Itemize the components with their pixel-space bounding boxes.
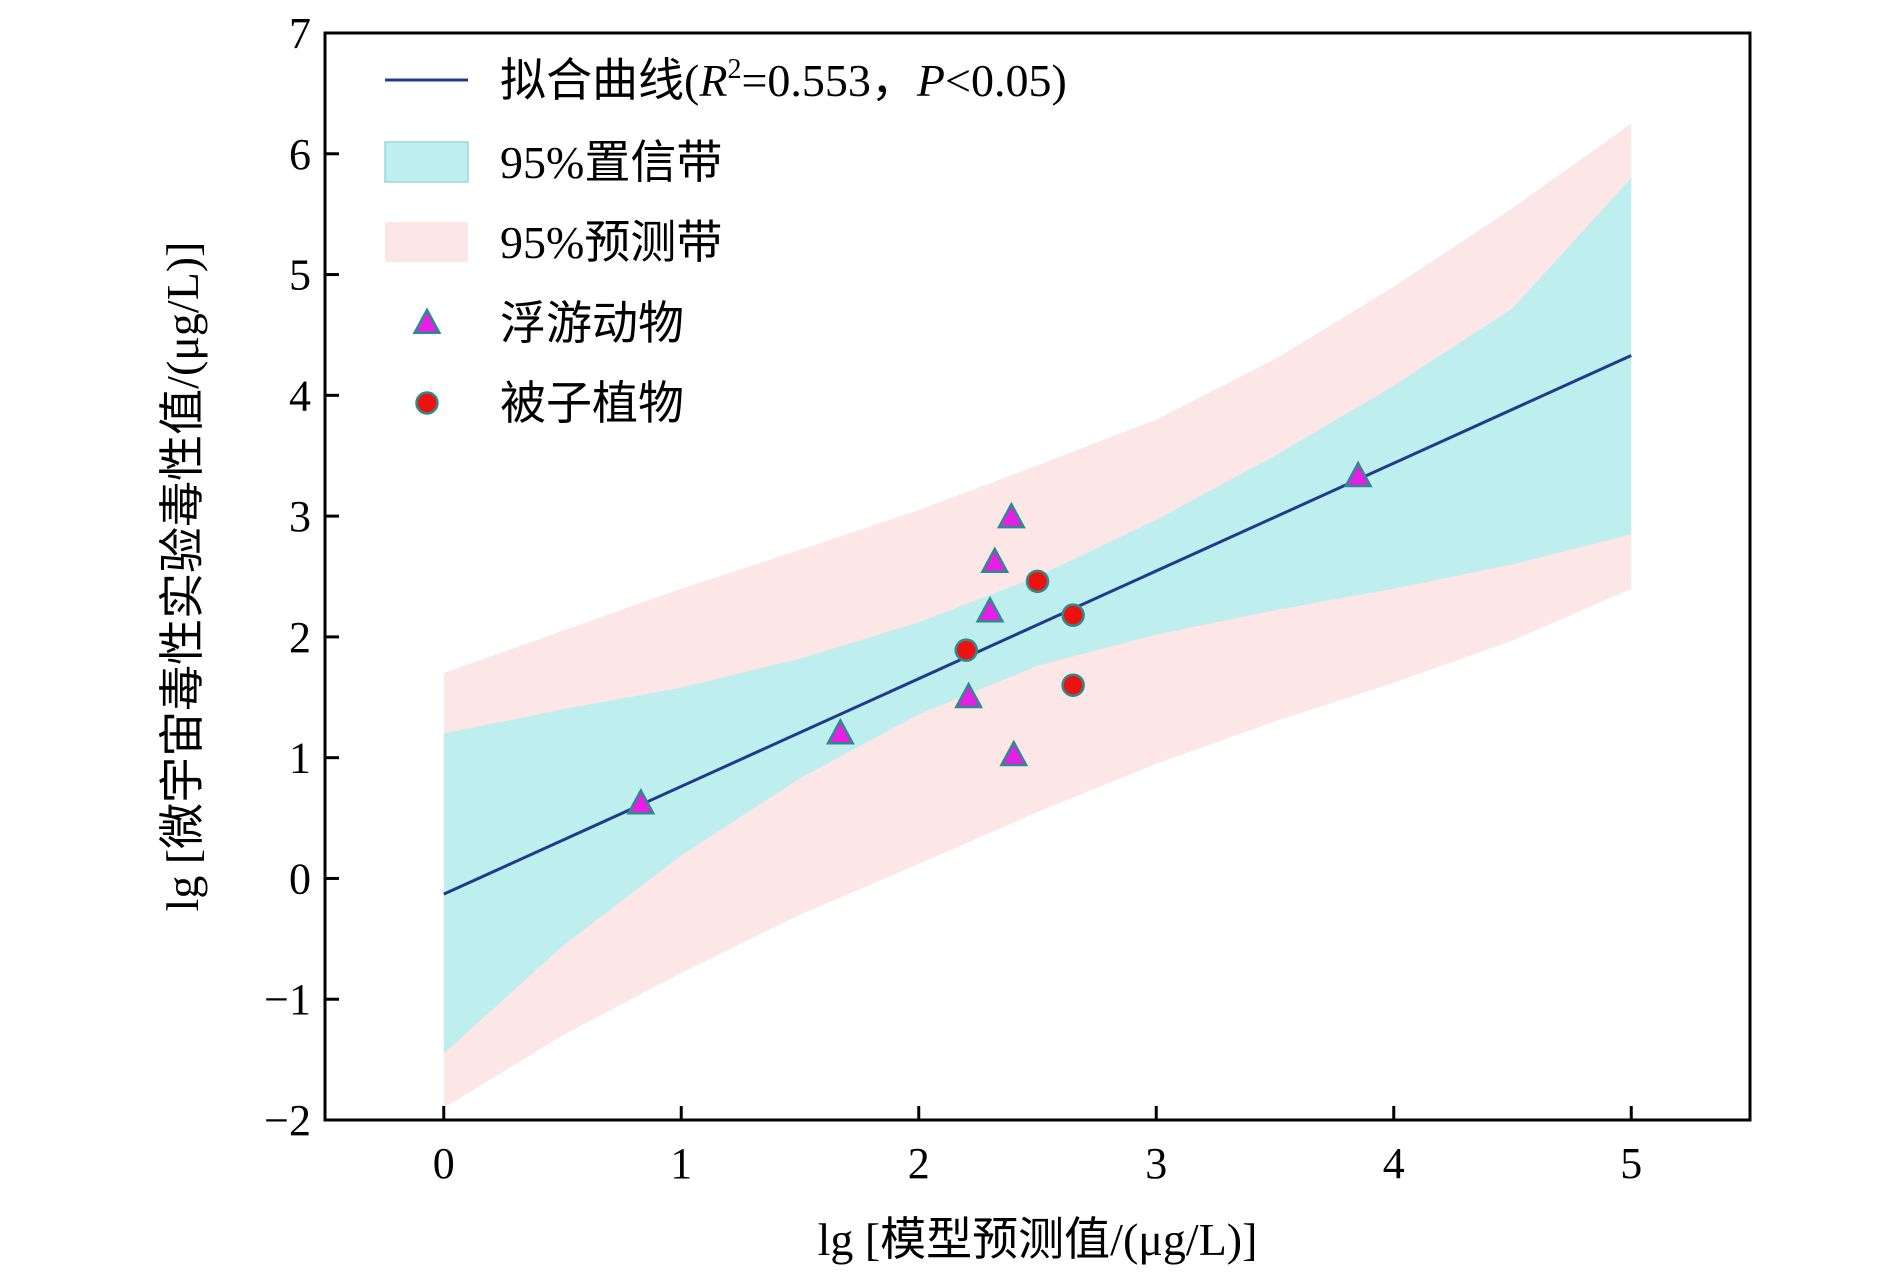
x-tick-label: 3 — [1145, 1139, 1167, 1188]
legend-confidence-band-label: 95%置信带 — [500, 137, 722, 188]
y-tick-label: 3 — [289, 492, 311, 541]
legend-angiosperm-label: 被子植物 — [500, 378, 684, 429]
legend-zooplankton-label: 浮游动物 — [500, 298, 684, 349]
y-tick-label: −1 — [264, 975, 311, 1024]
y-axis-ticks: −2 −1 0 1 2 3 4 5 6 7 — [264, 9, 339, 1145]
confidence-band — [443, 177, 1632, 1054]
data-point-angiosperm — [954, 638, 978, 662]
legend-fit-p-symbol: P — [916, 55, 945, 106]
data-point-zooplankton — [825, 717, 855, 745]
data-point-angiosperm — [1061, 603, 1085, 627]
legend-fit-prefix: 拟合曲线( — [500, 55, 699, 106]
legend-fit-r-superscript: 2 — [727, 54, 741, 85]
x-tick-label: 0 — [433, 1139, 455, 1188]
y-tick-label: 7 — [289, 9, 311, 58]
legend-fit-p-value: <0.05) — [945, 55, 1067, 106]
data-point-angiosperm — [1061, 673, 1085, 697]
bands-layer — [443, 123, 1632, 1108]
data-point-zooplankton — [1343, 460, 1373, 488]
data-point-zooplankton — [999, 739, 1029, 767]
y-tick-label: 5 — [289, 251, 311, 300]
legend-confidence-band-swatch — [384, 141, 469, 183]
y-tick-label: 2 — [289, 613, 311, 662]
y-tick-label: 4 — [289, 371, 311, 420]
points-layer — [626, 460, 1373, 815]
legend-fit-r-symbol: R — [698, 55, 727, 106]
y-tick-label: 6 — [289, 130, 311, 179]
legend-fit-r-value: =0.553， — [741, 55, 916, 106]
data-point-zooplankton — [975, 595, 1005, 623]
legend-zooplankton-marker — [412, 307, 442, 334]
data-point-zooplankton — [980, 546, 1010, 574]
data-point-zooplankton — [954, 681, 984, 709]
legend-prediction-band-swatch — [385, 222, 468, 262]
x-tick-label: 4 — [1383, 1139, 1405, 1188]
x-axis-title: lg [模型预测值/(μg/L)] — [818, 1214, 1258, 1265]
x-tick-label: 2 — [908, 1139, 930, 1188]
x-tick-label: 1 — [670, 1139, 692, 1188]
data-point-zooplankton — [996, 501, 1026, 529]
legend-angiosperm-marker — [415, 391, 439, 415]
y-tick-label: 1 — [289, 734, 311, 783]
data-point-zooplankton — [626, 787, 656, 815]
legend-prediction-band-label: 95%预测带 — [500, 217, 722, 268]
legend: 拟合曲线(R2=0.553，P<0.05) 95%置信带 95%预测带 浮游动物… — [384, 54, 1067, 429]
y-axis-title: lg [微宇宙毒性实验毒性值/(μg/L)] — [157, 242, 208, 912]
y-tick-label: −2 — [264, 1096, 311, 1145]
x-tick-label: 5 — [1620, 1139, 1642, 1188]
legend-fit-line-label: 拟合曲线(R2=0.553，P<0.05) — [500, 54, 1067, 106]
y-tick-label: 0 — [289, 854, 311, 903]
x-axis-ticks: 0 1 2 3 4 5 — [433, 1106, 1642, 1188]
plot-frame — [323, 31, 1752, 1122]
data-point-angiosperm — [1025, 569, 1050, 594]
